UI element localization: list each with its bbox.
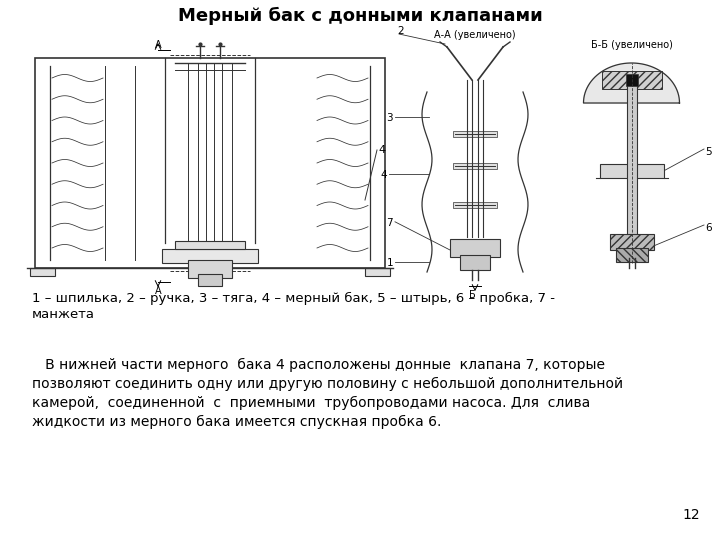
Text: 5: 5 (705, 147, 711, 157)
Text: 2: 2 (397, 26, 404, 36)
Bar (616, 248, 647, 262)
Bar (35, 58, 385, 268)
Bar (610, 234, 654, 250)
Bar (30, 268, 55, 276)
Text: Мерный бак с донными клапанами: Мерный бак с донными клапанами (178, 7, 542, 25)
Bar (453, 202, 497, 208)
Text: 6: 6 (705, 223, 711, 233)
Bar (450, 239, 500, 257)
Bar (626, 74, 637, 86)
Bar (198, 274, 222, 286)
Text: 1 – шпилька, 2 – ручка, 3 – тяга, 4 – мерный бак, 5 – штырь, 6 – пробка, 7 -: 1 – шпилька, 2 – ручка, 3 – тяга, 4 – ме… (32, 292, 559, 305)
Text: В нижней части мерного  бака 4 расположены донные  клапана 7, которые: В нижней части мерного бака 4 расположен… (32, 358, 605, 372)
Text: 12: 12 (683, 508, 700, 522)
Bar (188, 260, 232, 278)
Text: 3: 3 (387, 113, 393, 123)
Text: А-А (увеличено): А-А (увеличено) (434, 30, 516, 40)
Text: Б-Б (увеличено): Б-Б (увеличено) (590, 40, 672, 50)
Bar (601, 71, 662, 89)
Text: позволяют соединить одну или другую половину с небольшой дополнительной: позволяют соединить одну или другую поло… (32, 377, 623, 391)
Bar (365, 268, 390, 276)
Text: 1: 1 (387, 258, 393, 268)
Bar (175, 241, 245, 249)
Text: жидкости из мерного бака имеется спускная пробка 6.: жидкости из мерного бака имеется спускна… (32, 415, 441, 429)
Text: Б: Б (469, 290, 475, 300)
Text: 4: 4 (378, 145, 385, 155)
Text: 7: 7 (387, 218, 393, 228)
Text: манжета: манжета (32, 307, 95, 321)
Bar (162, 249, 258, 263)
Text: камерой,  соединенной  с  приемными  трубопроводами насоса. Для  слива: камерой, соединенной с приемными трубопр… (32, 396, 590, 410)
Bar (460, 255, 490, 270)
Bar (453, 131, 497, 137)
Text: А: А (155, 40, 161, 50)
Bar (453, 164, 497, 170)
Text: 4: 4 (380, 170, 387, 179)
Polygon shape (583, 63, 680, 103)
Bar (626, 82, 636, 258)
Bar (600, 164, 664, 178)
Text: А: А (155, 286, 161, 296)
